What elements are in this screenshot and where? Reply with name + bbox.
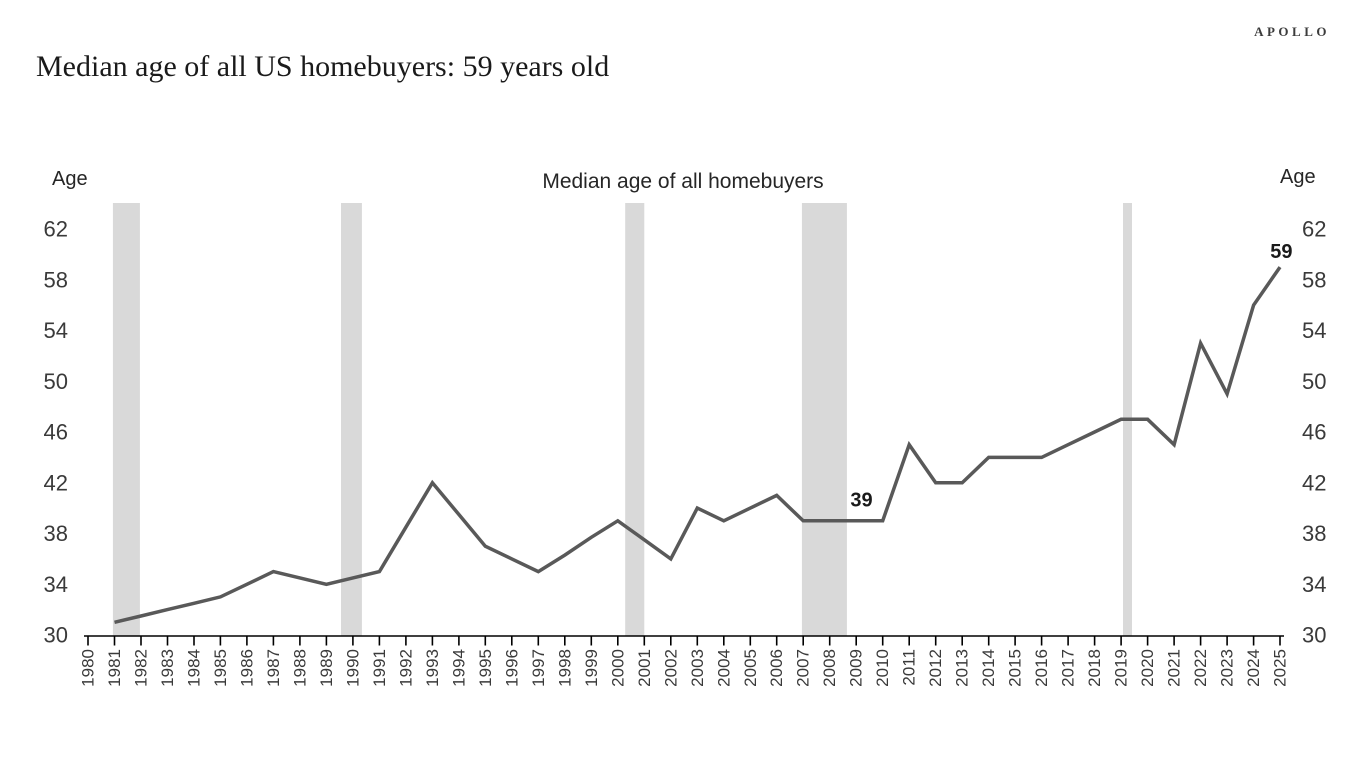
- x-axis-tick-label: 2001: [635, 649, 654, 687]
- recession-band: [341, 203, 362, 636]
- x-axis-tick-label: 1996: [502, 649, 521, 687]
- x-axis-tick-label: 2013: [953, 649, 972, 687]
- x-axis-tick-label: 1990: [343, 649, 362, 687]
- x-axis-tick-label: 2018: [1085, 649, 1104, 687]
- x-axis-tick-label: 2006: [767, 649, 786, 687]
- x-axis-tick-label: 2003: [688, 649, 707, 687]
- y-axis-tick-label-right: 46: [1302, 420, 1326, 445]
- x-axis-tick-label: 1998: [555, 649, 574, 687]
- chart-title: Median age of all homebuyers: [542, 170, 824, 193]
- y-axis-tick-label-right: 38: [1302, 521, 1326, 546]
- x-axis-tick-label: 2024: [1244, 649, 1263, 687]
- apollo-logo: APOLLO: [1254, 24, 1330, 39]
- x-axis-tick-label: 2020: [1138, 649, 1157, 687]
- x-axis-tick-label: 1989: [317, 649, 336, 687]
- y-axis-tick-label-right: 42: [1302, 470, 1326, 495]
- y-axis-tick-label-left: 62: [44, 217, 68, 242]
- data-point-label: 39: [850, 490, 872, 512]
- x-axis-tick-label: 2022: [1191, 649, 1210, 687]
- x-axis-tick-label: 2007: [794, 649, 813, 687]
- x-axis-tick-label: 1983: [158, 649, 177, 687]
- x-axis-tick-label: 1982: [132, 649, 151, 687]
- y-axis-tick-label-right: 54: [1302, 318, 1326, 343]
- x-axis-tick-label: 2011: [900, 649, 919, 686]
- x-axis-tick-label: 1992: [396, 649, 415, 687]
- y-axis-tick-label-left: 42: [44, 470, 68, 495]
- y-axis-tick-label-left: 30: [44, 623, 68, 648]
- page-title: Median age of all US homebuyers: 59 year…: [36, 50, 610, 83]
- y-axis-tick-label-left: 46: [44, 420, 68, 445]
- x-axis-tick-label: 1997: [529, 649, 548, 687]
- data-point-label: 59: [1270, 241, 1292, 263]
- y-axis-tick-label-left: 58: [44, 267, 68, 292]
- y-axis-tick-label-right: 58: [1302, 267, 1326, 292]
- x-axis-tick-label: 2012: [926, 649, 945, 687]
- y-axis-tick-label-left: 50: [44, 369, 68, 394]
- x-axis-tick-label: 2023: [1218, 649, 1237, 687]
- recession-band: [801, 203, 847, 636]
- y-axis-tick-label-right: 50: [1302, 369, 1326, 394]
- x-axis-tick-label: 2000: [608, 649, 627, 687]
- recession-band: [625, 203, 645, 636]
- x-axis-tick-label: 2019: [1112, 649, 1131, 687]
- y-axis-tick-label-right: 34: [1302, 572, 1326, 597]
- x-axis-tick-label: 1986: [237, 649, 256, 687]
- recession-band: [112, 203, 140, 636]
- x-axis-tick-label: 1985: [211, 649, 230, 687]
- data-line: [114, 266, 1282, 625]
- x-axis-tick-label: 2005: [741, 649, 760, 687]
- x-axis-tick-label: 2009: [847, 649, 866, 687]
- x-axis-tick-label: 2016: [1032, 649, 1051, 687]
- y-axis-label-right: Age: [1280, 166, 1316, 188]
- x-axis-tick-label: 1999: [582, 649, 601, 687]
- x-axis-tick-label: 1993: [423, 649, 442, 687]
- x-axis-tick-label: 1987: [264, 649, 283, 687]
- x-axis-tick-label: 1981: [105, 649, 124, 687]
- x-axis-tick-label: 2014: [979, 649, 998, 687]
- x-axis-tick-label: 2017: [1059, 649, 1078, 687]
- x-axis-tick-label: 1995: [476, 649, 495, 687]
- y-axis-tick-label-right: 30: [1302, 623, 1326, 648]
- x-axis-tick-label: 2008: [820, 649, 839, 687]
- y-axis-tick-label-left: 38: [44, 521, 68, 546]
- x-axis-tick-label: 2002: [661, 649, 680, 687]
- x-axis-tick-label: 2021: [1165, 649, 1184, 687]
- x-axis-tick-label: 1994: [449, 649, 468, 687]
- x-axis-tick-label: 1991: [370, 649, 389, 687]
- y-axis-tick-label-right: 62: [1302, 217, 1326, 242]
- x-axis-tick-label: 1984: [185, 649, 204, 687]
- x-axis-tick-label: 2010: [873, 649, 892, 687]
- x-axis-tick-label: 2004: [714, 649, 733, 687]
- y-axis-tick-label-left: 54: [44, 318, 68, 343]
- y-axis-label-left: Age: [52, 168, 88, 190]
- x-axis-tick-label: 1980: [79, 649, 98, 687]
- x-axis-tick-label: 2015: [1006, 649, 1025, 687]
- y-axis-tick-label-left: 34: [44, 572, 68, 597]
- x-axis-tick-label: 2025: [1271, 649, 1290, 687]
- x-axis-tick-label: 1988: [290, 649, 309, 687]
